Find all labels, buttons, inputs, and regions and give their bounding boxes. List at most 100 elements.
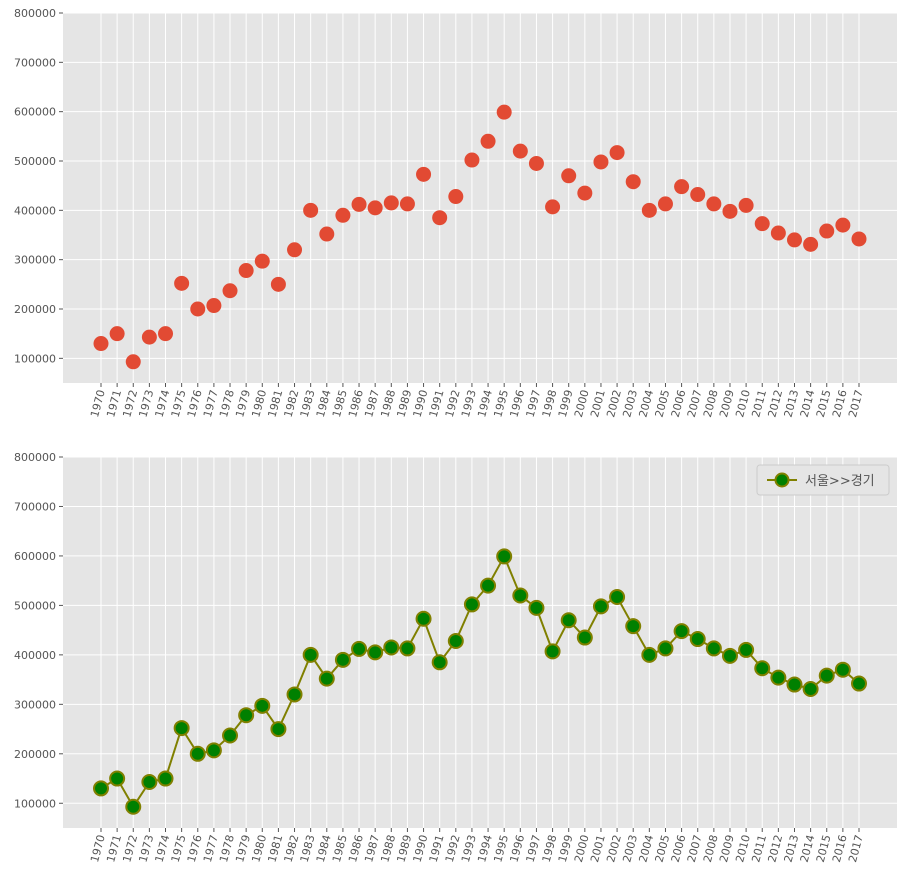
data-point	[351, 196, 367, 212]
data-point	[319, 226, 335, 242]
data-point	[480, 133, 496, 149]
data-point	[432, 210, 448, 226]
scatter-chart: 100000 200000 300000 400000 500000 600000 7000…	[14, 7, 897, 419]
data-point	[173, 720, 190, 737]
data-point	[657, 196, 673, 212]
data-point	[657, 640, 674, 657]
data-point	[545, 199, 561, 215]
data-point	[367, 644, 384, 661]
data-point	[464, 152, 480, 168]
data-point	[222, 283, 238, 299]
data-point	[190, 301, 206, 317]
data-point	[238, 263, 254, 279]
y-tick-label: 700000	[14, 56, 56, 69]
data-point	[625, 618, 642, 635]
y-tick-label: 200000	[14, 748, 56, 761]
data-point	[641, 646, 658, 663]
data-point	[318, 670, 335, 687]
data-point	[158, 326, 174, 342]
data-point	[399, 196, 415, 212]
data-point	[721, 647, 738, 664]
data-point	[125, 798, 142, 815]
data-point	[738, 197, 754, 213]
data-point	[496, 548, 513, 565]
legend-marker	[774, 472, 790, 488]
y-tick-label: 400000	[14, 204, 56, 217]
data-point	[448, 189, 464, 205]
data-point	[674, 179, 690, 195]
data-point	[335, 207, 351, 223]
data-point	[851, 675, 867, 692]
legend-label: 서울>>경기	[805, 474, 875, 489]
y-tick-label: 800000	[14, 451, 56, 464]
data-point	[287, 242, 303, 258]
data-point	[222, 727, 239, 744]
y-tick-label: 100000	[14, 797, 56, 810]
data-point	[270, 721, 287, 738]
data-point	[416, 166, 432, 182]
data-point	[528, 599, 545, 616]
data-point	[770, 225, 786, 241]
data-point	[302, 646, 319, 663]
data-point	[576, 629, 593, 646]
data-point	[93, 336, 109, 352]
data-point	[560, 612, 577, 629]
data-point	[593, 154, 609, 170]
y-tick-label: 800000	[14, 7, 56, 20]
data-point	[480, 577, 497, 594]
data-point	[577, 185, 593, 201]
data-point	[238, 707, 255, 724]
data-point	[609, 145, 625, 161]
data-point	[141, 329, 157, 345]
data-point	[463, 596, 480, 613]
plot-background	[63, 13, 897, 383]
data-point	[141, 773, 158, 790]
data-point	[528, 155, 544, 171]
y-tick-label: 300000	[14, 254, 56, 267]
data-point	[818, 667, 835, 684]
data-point	[770, 669, 787, 686]
data-point	[802, 680, 819, 697]
legend-box	[756, 464, 890, 496]
data-point	[754, 216, 770, 232]
y-tick-label: 500000	[14, 155, 56, 168]
data-point	[786, 232, 802, 248]
y-tick-label: 500000	[14, 599, 56, 612]
data-point	[609, 588, 626, 605]
data-point	[447, 633, 464, 650]
data-point	[496, 104, 512, 120]
y-tick-label: 700000	[14, 500, 56, 513]
data-point	[109, 326, 125, 342]
data-point	[270, 276, 286, 292]
data-point	[351, 640, 368, 657]
data-point	[673, 623, 690, 640]
data-point	[689, 631, 706, 648]
data-point	[93, 780, 109, 797]
data-point	[641, 202, 657, 218]
y-tick-label: 600000	[14, 550, 56, 563]
data-point	[205, 742, 222, 759]
data-point	[512, 587, 529, 604]
data-point	[819, 223, 835, 239]
data-point	[512, 143, 528, 159]
data-point	[851, 231, 867, 247]
data-point	[803, 236, 819, 252]
data-point	[367, 200, 383, 216]
y-tick-label: 300000	[14, 698, 56, 711]
line-chart: 100000 200000 300000 400000 500000 600000 7000…	[14, 451, 897, 864]
data-point	[334, 651, 351, 668]
data-point	[754, 660, 771, 677]
data-point	[174, 275, 190, 291]
data-point	[786, 676, 803, 693]
data-point	[206, 298, 222, 314]
data-point	[157, 770, 174, 787]
data-point	[383, 195, 399, 211]
data-point	[286, 686, 303, 703]
data-point	[835, 217, 851, 233]
data-point	[592, 598, 609, 615]
data-point	[738, 641, 755, 658]
data-point	[625, 174, 641, 190]
data-point	[254, 253, 270, 269]
data-point	[254, 697, 271, 714]
